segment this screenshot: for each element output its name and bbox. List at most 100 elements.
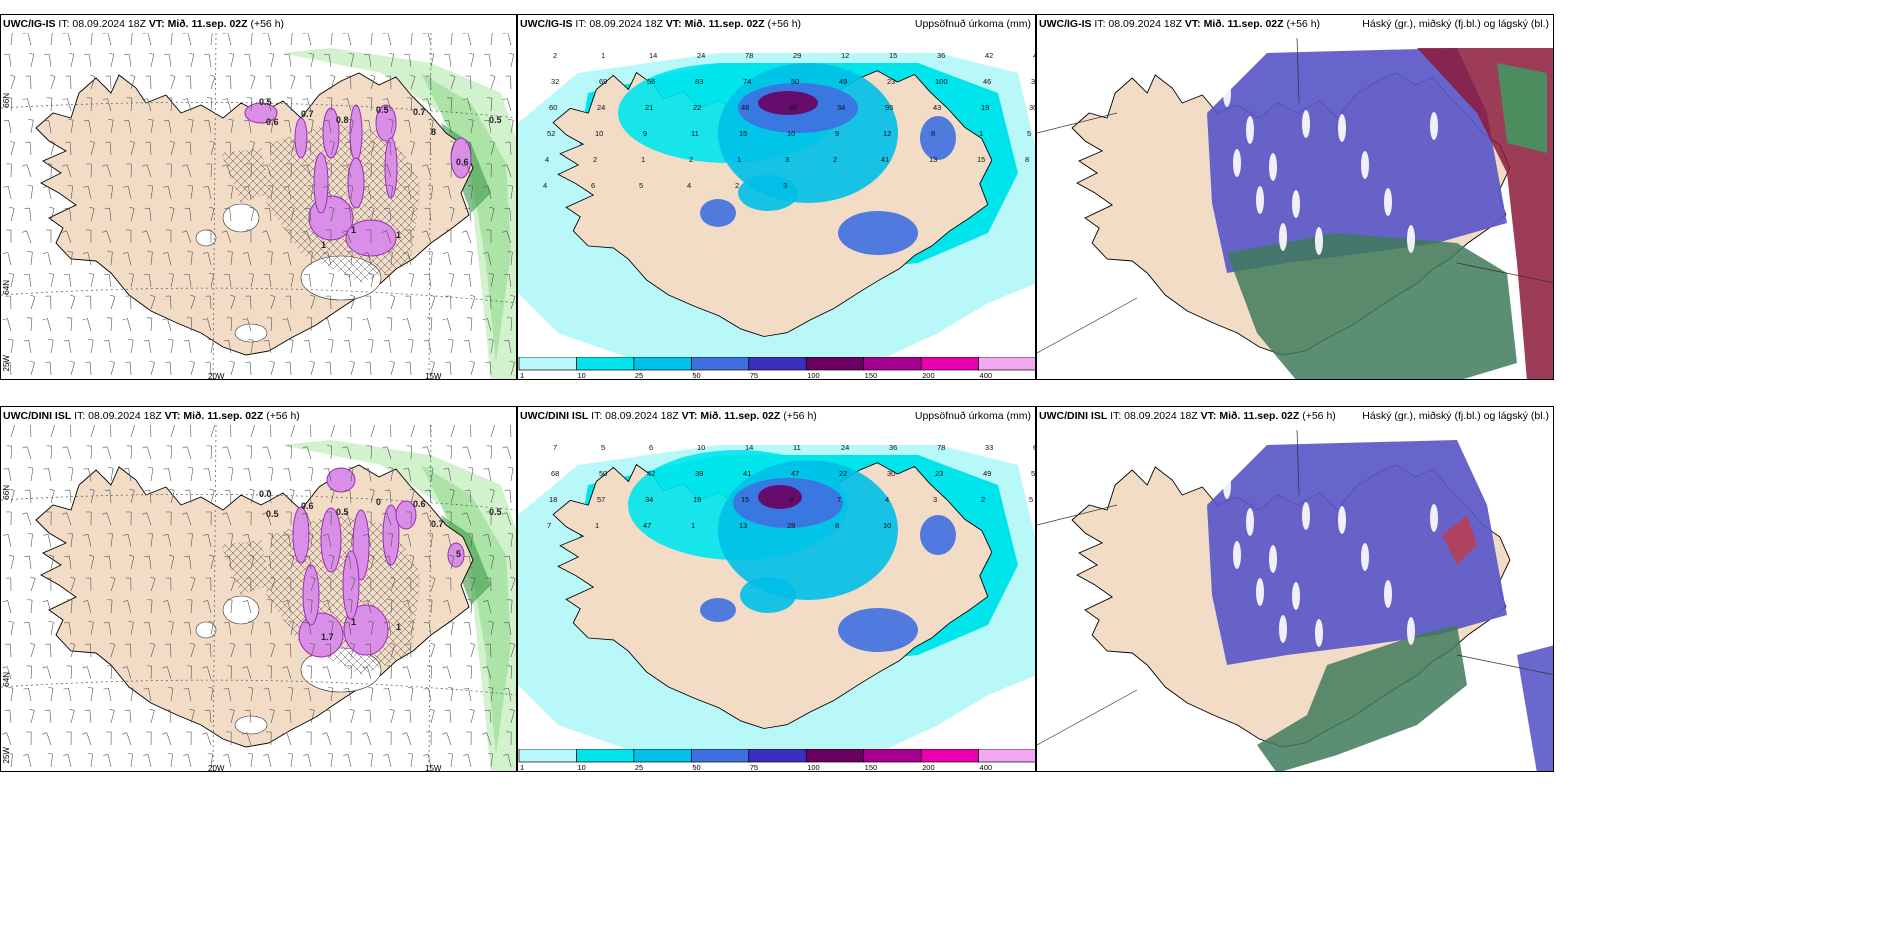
colorbar-segment: [978, 749, 1035, 763]
lon-label-20w: 20W: [208, 764, 225, 772]
precip-value-label: 18: [549, 495, 557, 504]
colorbar-tick: 1: [520, 371, 524, 379]
cloud-gap: [1233, 541, 1241, 569]
colorbar-tick: 150: [865, 763, 878, 771]
lat-label-64n: 64N: [2, 280, 11, 295]
precip-value-label: 5: [601, 443, 605, 452]
precip-value-label: 11: [691, 129, 699, 138]
cloud-gap: [1338, 506, 1346, 534]
wind-value-label: 0.5: [266, 509, 279, 519]
precip-value-label: 40: [1033, 51, 1036, 60]
lead-time: (+56 h): [250, 18, 285, 30]
panel-header: UWC/DINI ISL IT: 08.09.2024 18Z VT: Mið.…: [1039, 408, 1549, 424]
precip-value-label: 32: [551, 77, 559, 86]
valid-time: Mið. 11.sep. 02Z: [183, 410, 264, 422]
lead-time: (+56 h): [266, 410, 300, 422]
wind-value-label: 1: [351, 617, 356, 627]
magenta-precip: [244, 102, 472, 257]
lon-label-15w: 15W: [425, 764, 442, 772]
precip-value-label: 24: [841, 443, 849, 452]
precip-value-label: 43: [933, 103, 941, 112]
cloud-gap: [1223, 471, 1231, 499]
cloud-gap: [1407, 225, 1415, 253]
wind-value-label: 0.7: [431, 519, 444, 529]
precip-value-label: 78: [937, 443, 945, 452]
wind-value-label: 0.5: [489, 115, 502, 125]
colorbar-segment: [748, 357, 807, 371]
lon-label-20w: 20W: [208, 372, 225, 380]
panel-header: UWC/DINI ISL IT: 08.09.2024 18Z VT: Mið.…: [3, 408, 512, 424]
panel-header: UWC/DINI ISL IT: 08.09.2024 18Z VT: Mið.…: [520, 408, 1031, 424]
precip-value-label: 2: [553, 51, 557, 60]
colorbar-segment: [748, 749, 807, 763]
init-time: IT: 08.09.2024 18Z: [591, 410, 679, 422]
cloud-gap: [1279, 223, 1287, 251]
precip-value-label: 1: [601, 51, 605, 60]
colorbar-tick: 1: [520, 763, 524, 771]
precip-value-label: 8: [835, 521, 839, 530]
precip-value-label: 83: [695, 77, 703, 86]
precip-value-label: 29: [793, 51, 801, 60]
precip-map: 7561014112436783365685042394147223023495…: [518, 425, 1036, 753]
lat-label-66n: 66N: [2, 93, 11, 108]
wind-value-label: 8: [431, 127, 436, 137]
precip-value-label: 15: [739, 129, 747, 138]
precip-value-label: 4: [885, 495, 889, 504]
wind-value-label: 0.6: [266, 117, 279, 127]
panel-right-title: Háský (gr.), miðský (fj.bl.) og lágský (…: [1362, 18, 1549, 30]
valid-time: Mið. 11.sep. 02Z: [684, 18, 765, 30]
lat-label-64n: 64N: [2, 672, 11, 687]
colorbar-tick: 100: [807, 763, 820, 771]
colorbar-segment: [633, 357, 692, 371]
model-name: UWC/DINI ISL: [1039, 410, 1108, 422]
colorbar-segment: [518, 357, 577, 371]
panel-header: UWC/IG-IS IT: 08.09.2024 18Z VT: Mið. 11…: [1039, 16, 1549, 32]
colorbar-segment: [920, 749, 979, 763]
panel-precip-dini: UWC/DINI ISL IT: 08.09.2024 18Z VT: Mið.…: [517, 406, 1036, 772]
colorbar-segment: [576, 749, 635, 763]
init-time: IT: 08.09.2024 18Z: [1110, 410, 1198, 422]
lead-time: (+56 h): [783, 410, 817, 422]
lon-label-15w: 15W: [425, 372, 442, 380]
precip-value-label: 33: [985, 443, 993, 452]
colorbar-tick: 100: [807, 371, 820, 379]
lat-label-25w: 25W: [2, 355, 11, 372]
valid-time: Mið. 11.sep. 02Z: [1219, 410, 1300, 422]
precip-value-label: 56: [1031, 469, 1036, 478]
precip-value-label: 7: [553, 443, 557, 452]
init-time: IT: 08.09.2024 18Z: [74, 410, 162, 422]
cloud-gap: [1361, 151, 1369, 179]
wind-value-label: 0: [376, 497, 381, 507]
valid-time-label: VT:: [164, 410, 181, 422]
precip-value-label: 22: [839, 469, 847, 478]
wind-value-label: 0.6: [301, 501, 314, 511]
precip-value-label: 39: [695, 469, 703, 478]
cloud-gap: [1430, 504, 1438, 532]
colorbar-segment: [920, 357, 979, 371]
lead-time: (+56 h): [1286, 18, 1321, 30]
precip-value-label: 100: [935, 77, 948, 86]
colorbar-tick: 150: [865, 371, 878, 379]
cloud-gap: [1302, 110, 1310, 138]
cloud-gap: [1338, 114, 1346, 142]
wind-barbs: [2, 33, 516, 376]
precip-value-label: 95: [885, 103, 893, 112]
panel-cloud-igis: UWC/IG-IS IT: 08.09.2024 18Z VT: Mið. 11…: [1036, 14, 1554, 380]
precip-value-label: 9: [835, 129, 839, 138]
cloud-gap: [1430, 112, 1438, 140]
model-name: UWC/IG-IS: [520, 18, 573, 30]
wind-value-label: 0.5: [336, 507, 349, 517]
precip-value-label: 60: [549, 103, 557, 112]
cloud-layers: [1207, 440, 1553, 771]
precip-value-label: 48: [741, 103, 749, 112]
precip-value-label: 12: [841, 51, 849, 60]
precip-value-label: 8: [1025, 155, 1029, 164]
precip-value-label: 36: [937, 51, 945, 60]
precip-value-label: 36: [889, 443, 897, 452]
colorbar-tick: 10: [577, 371, 585, 379]
valid-time-label: VT:: [1200, 410, 1217, 422]
cloud-layers: [1207, 48, 1553, 379]
model-name: UWC/IG-IS: [3, 18, 56, 30]
precip-value-label: 14: [745, 443, 753, 452]
precip-value-label: 10: [595, 129, 603, 138]
